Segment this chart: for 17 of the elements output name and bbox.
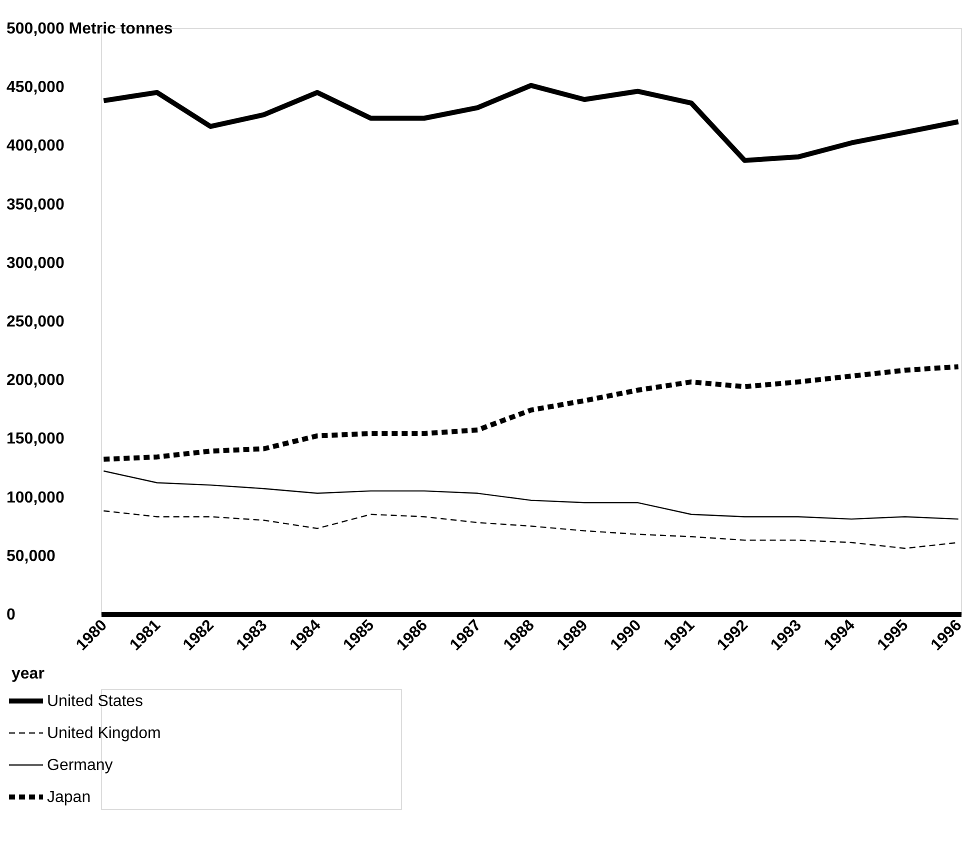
x-axis-title: year — [12, 665, 44, 682]
legend-label: United Kingdom — [47, 725, 161, 742]
line-series — [103, 470, 959, 520]
y-tick-label: 50,000 — [6, 548, 56, 565]
y-tick-label: 400,000 — [6, 138, 64, 155]
y-tick-label: 0 — [6, 606, 16, 624]
y-tick-label: 350,000 — [6, 196, 64, 214]
legend-label: Japan — [47, 789, 91, 806]
legend-label: Germany — [47, 757, 113, 774]
y-tick-label: 250,000 — [6, 314, 64, 330]
y-tick-label: 150,000 — [6, 430, 64, 448]
y-tick-label: 300,000 — [6, 254, 64, 272]
y-tick-label: 500,000 Metric tonnes — [6, 20, 173, 38]
y-tick-label: 100,000 — [6, 489, 64, 506]
y-tick-label: 450,000 — [6, 79, 64, 96]
legend-label: United States — [47, 693, 144, 710]
y-tick-label: 200,000 — [6, 372, 64, 390]
